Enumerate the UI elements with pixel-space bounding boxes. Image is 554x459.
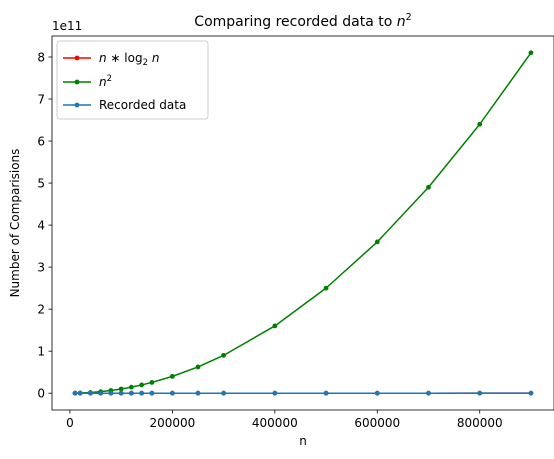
data-point	[195, 364, 201, 370]
data-point	[169, 373, 175, 379]
legend-label-nlogn: n ∗ log2 n	[99, 51, 159, 68]
series-layer	[72, 50, 534, 396]
data-point	[108, 390, 114, 396]
y-tick-label: 6	[37, 134, 45, 148]
legend-box	[56, 40, 209, 120]
data-point	[88, 390, 93, 396]
data-point	[528, 390, 534, 396]
data-point	[129, 384, 134, 390]
data-point	[169, 390, 175, 396]
data-point	[195, 390, 201, 396]
data-point	[426, 390, 431, 396]
data-point	[323, 390, 329, 396]
data-point	[149, 380, 155, 385]
x-tick-label: 800000	[457, 416, 503, 430]
data-point	[323, 285, 329, 291]
chart-title-math-exp: 2	[406, 12, 412, 23]
y-tick-label: 0	[37, 386, 45, 400]
legend-nlogn-op: ∗ log	[107, 51, 143, 65]
legend-label-recorded: Recorded data	[99, 98, 186, 112]
data-point	[374, 390, 380, 396]
legend-n2-a: n	[99, 75, 107, 89]
data-point	[221, 390, 227, 396]
series-2	[72, 390, 534, 396]
data-point	[118, 386, 124, 392]
data-point	[77, 390, 83, 396]
x-tick-label: 0	[66, 416, 74, 430]
legend: n ∗ log2 n n2 Recorded data	[56, 40, 209, 120]
legend-nlogn-b: n	[148, 51, 159, 65]
legend-swatch-marker	[74, 79, 80, 85]
x-tick-label: 400000	[252, 416, 298, 430]
y-offset-text: 1e11	[52, 19, 82, 33]
x-axis: 0 200000 400000 600000 800000	[66, 410, 503, 430]
x-tick-label: 200000	[149, 416, 195, 430]
y-axis: 0 1 2 3 4 5 6 7 8	[37, 50, 52, 400]
y-axis-label: Number of Comparisions	[8, 149, 22, 298]
x-tick-label: 600000	[354, 416, 400, 430]
data-point	[477, 390, 483, 396]
y-tick-label: 5	[37, 176, 45, 190]
y-tick-label: 8	[37, 50, 45, 64]
data-point	[528, 50, 534, 56]
data-point	[426, 184, 431, 190]
chart-title-text: Comparing recorded data to	[194, 14, 396, 30]
chart-title: Comparing recorded data to n2	[194, 12, 411, 30]
legend-label-n2: n2	[99, 74, 112, 89]
data-point	[374, 239, 380, 245]
y-tick-label: 3	[37, 260, 45, 274]
legend-nlogn-a: n	[99, 51, 107, 65]
legend-swatch-marker	[74, 55, 80, 61]
data-point	[98, 390, 104, 396]
x-axis-label: n	[299, 434, 307, 448]
data-point	[477, 121, 483, 127]
data-point	[272, 390, 278, 396]
y-tick-label: 1	[37, 344, 45, 358]
data-point	[221, 352, 227, 358]
chart-title-math-base: n	[397, 14, 406, 30]
data-point	[139, 382, 145, 388]
data-point	[118, 390, 124, 396]
data-point	[72, 390, 78, 396]
data-point	[129, 390, 134, 396]
y-tick-label: 7	[37, 92, 45, 106]
plot-frame	[51, 35, 554, 411]
y-tick-label: 2	[37, 302, 45, 316]
legend-n2-sup: 2	[107, 74, 112, 84]
legend-swatch-marker	[74, 102, 80, 108]
data-point	[272, 323, 278, 329]
data-point	[149, 390, 155, 396]
data-point	[139, 390, 145, 396]
legend-nlogn-sub: 2	[143, 58, 148, 68]
y-tick-label: 4	[37, 218, 45, 232]
